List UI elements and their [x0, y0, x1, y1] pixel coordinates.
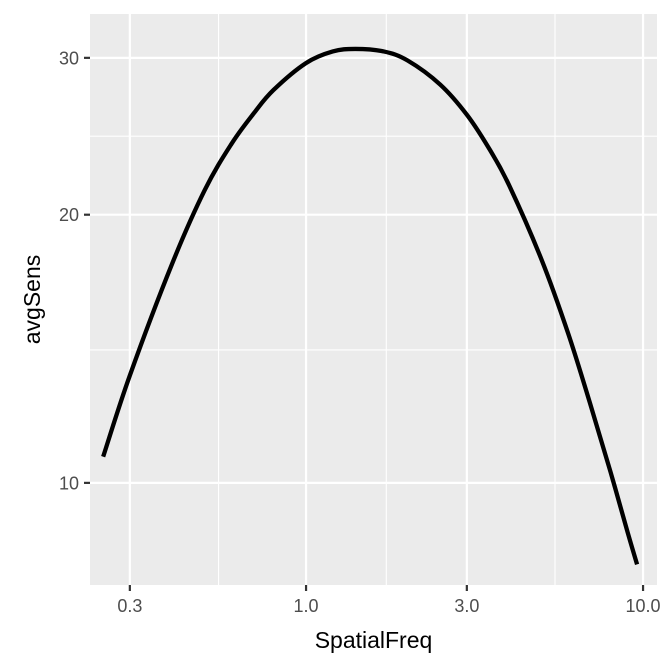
y-tick-label: 20 [59, 205, 79, 225]
x-tick-label: 0.3 [117, 596, 142, 616]
tick-labels: 0.3 1.0 3.0 10.0 10 20 30 [59, 48, 661, 616]
grid-major [90, 14, 657, 585]
y-axis-title: avgSens [19, 255, 45, 345]
series-line [101, 46, 640, 566]
plot-panel [90, 14, 657, 585]
axis-ticks [84, 56, 645, 591]
series-layer [101, 46, 640, 566]
x-axis-title: SpatialFreq [315, 627, 433, 653]
x-tick-label: 10.0 [626, 596, 661, 616]
x-tick-label: 1.0 [294, 596, 319, 616]
y-tick-label: 10 [59, 473, 79, 493]
y-tick-label: 30 [59, 48, 79, 68]
x-tick-label: 3.0 [454, 596, 479, 616]
